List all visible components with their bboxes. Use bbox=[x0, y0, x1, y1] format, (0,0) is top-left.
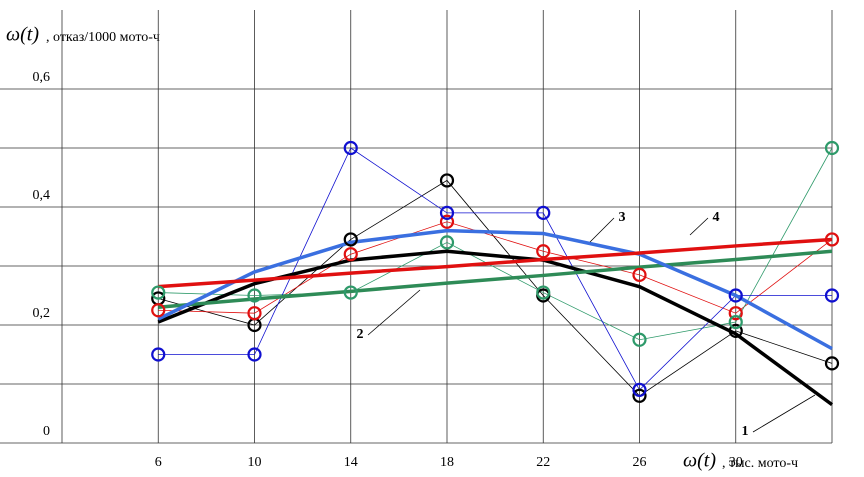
y-tick-label: 0,6 bbox=[33, 70, 51, 85]
x-tick-label: 18 bbox=[440, 455, 454, 470]
data-point bbox=[536, 205, 551, 220]
fit-curve bbox=[157, 228, 833, 351]
data-point bbox=[824, 356, 840, 371]
data-point bbox=[343, 247, 358, 262]
x-label: , тыс. мото-ч bbox=[722, 456, 798, 471]
x-tick-label: 14 bbox=[344, 455, 358, 470]
data-point bbox=[343, 285, 358, 300]
y-label: , отказ/1000 мото-ч bbox=[46, 30, 160, 45]
fit-curve bbox=[158, 237, 833, 289]
data-line bbox=[158, 179, 833, 397]
data-point bbox=[632, 332, 647, 347]
data-point bbox=[632, 382, 647, 397]
data-point bbox=[439, 205, 455, 220]
data-point bbox=[439, 173, 455, 188]
data-point bbox=[536, 244, 551, 259]
data-point bbox=[151, 303, 166, 318]
x-tick-label: 30 bbox=[729, 455, 743, 470]
data-point bbox=[247, 347, 262, 362]
x-tick-label: 6 bbox=[155, 455, 162, 470]
leader-line bbox=[752, 394, 816, 433]
data-point bbox=[632, 388, 647, 403]
x-tick-label: 26 bbox=[633, 455, 647, 470]
data-point bbox=[728, 314, 743, 330]
x-tick-label: 10 bbox=[248, 455, 262, 470]
y-tick-label: 0,4 bbox=[33, 188, 51, 203]
y-label-symbol: ω(t) bbox=[6, 24, 39, 46]
data-point bbox=[536, 285, 551, 300]
annotation: 2 bbox=[357, 327, 364, 342]
data-point bbox=[439, 214, 455, 229]
leader-line bbox=[689, 217, 709, 236]
data-point bbox=[151, 347, 166, 362]
leader-line bbox=[589, 217, 615, 243]
data-point bbox=[343, 232, 358, 247]
data-point bbox=[728, 306, 743, 321]
data-line bbox=[158, 147, 832, 391]
y-tick-label: 0,2 bbox=[33, 306, 51, 321]
y-tick-label: 0 bbox=[43, 424, 50, 439]
data-point bbox=[343, 140, 358, 156]
x-tick-label: 22 bbox=[536, 455, 550, 470]
annotation: 3 bbox=[619, 210, 626, 225]
data-line bbox=[158, 221, 833, 314]
data-point bbox=[728, 323, 743, 338]
fit-curve bbox=[158, 249, 833, 310]
data-point bbox=[247, 306, 262, 321]
x-label-symbol: ω(t) bbox=[683, 450, 716, 472]
annotation: 4 bbox=[713, 210, 720, 225]
data-point bbox=[824, 232, 840, 247]
data-point bbox=[728, 288, 743, 303]
data-point bbox=[824, 288, 840, 303]
data-point bbox=[824, 140, 840, 156]
leader-line bbox=[367, 289, 421, 336]
data-point bbox=[151, 285, 166, 300]
data-point bbox=[439, 235, 455, 250]
data-point bbox=[247, 288, 262, 303]
data-point bbox=[632, 267, 647, 282]
annotation: 1 bbox=[742, 424, 749, 439]
